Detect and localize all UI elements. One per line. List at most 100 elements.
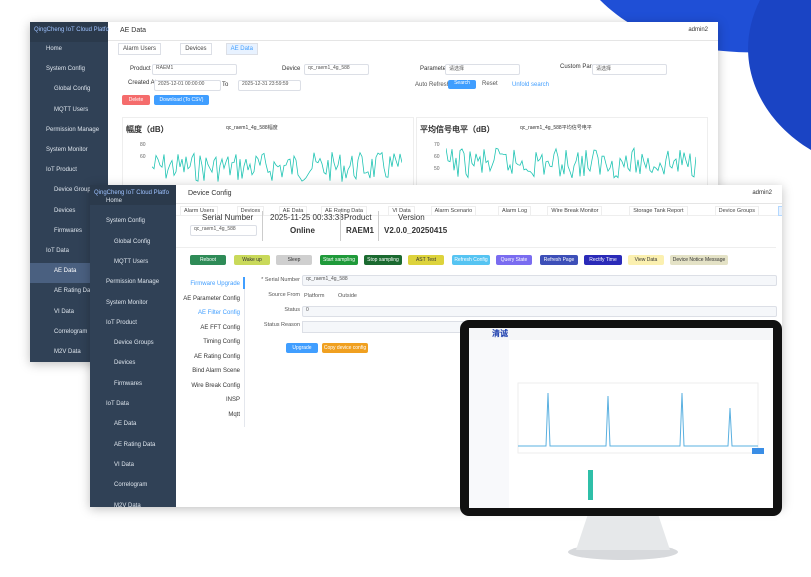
menu-item[interactable]: VI Data bbox=[114, 461, 135, 468]
radio-option[interactable]: Outside bbox=[338, 293, 357, 299]
form-label: Status bbox=[284, 307, 300, 313]
menu-item[interactable]: System Monitor bbox=[106, 299, 148, 306]
menu-item[interactable]: Firmwares bbox=[114, 380, 142, 387]
menu-item[interactable]: M2V Data bbox=[54, 349, 81, 355]
tabbar-line bbox=[176, 215, 782, 216]
action-button[interactable]: Wake up bbox=[234, 255, 270, 265]
action-button[interactable]: AST Test bbox=[408, 255, 444, 265]
menu-item[interactable]: VI Data bbox=[54, 308, 75, 315]
config-tab[interactable]: Mqtt bbox=[228, 411, 240, 418]
menu-item[interactable]: Correlogram bbox=[114, 482, 148, 489]
menu-item[interactable]: Device Groups bbox=[54, 187, 94, 194]
brand: QingCheng IoT Cloud Platfo bbox=[34, 27, 109, 33]
menu-item[interactable]: System Monitor bbox=[46, 147, 88, 153]
menu-item[interactable]: IoT Product bbox=[106, 319, 137, 326]
menu-item[interactable]: AE Rating Data bbox=[54, 288, 96, 295]
tab[interactable]: Devices bbox=[236, 206, 265, 216]
filter-input[interactable]: RAEM1 bbox=[152, 64, 237, 75]
tab[interactable]: Alarm Users bbox=[180, 206, 219, 216]
menu-item[interactable]: IoT Product bbox=[46, 167, 77, 174]
tab[interactable]: AE Data bbox=[278, 206, 308, 216]
serial-select[interactable]: qc_raem1_4g_588 bbox=[190, 225, 257, 236]
menu-item[interactable]: MQTT Users bbox=[114, 258, 149, 265]
reset-button[interactable]: Reset bbox=[482, 81, 498, 87]
form-input[interactable]: 0 bbox=[302, 306, 777, 317]
user[interactable]: admin2 bbox=[688, 27, 708, 33]
config-tab[interactable]: Wire Break Config bbox=[191, 382, 240, 389]
filter-label: Product bbox=[130, 66, 151, 72]
y-tick-label: 60 bbox=[140, 154, 146, 160]
menu-item[interactable]: Permission Manage bbox=[106, 279, 160, 286]
action-button[interactable]: Start sampling bbox=[320, 255, 358, 265]
menu-item[interactable]: System Config bbox=[106, 218, 146, 225]
menu-item[interactable]: Permission Manage bbox=[46, 126, 100, 133]
download-button[interactable]: Download (To CSV) bbox=[154, 95, 209, 105]
menu-item[interactable]: Devices bbox=[114, 360, 136, 367]
search-button[interactable]: Search bbox=[448, 80, 476, 89]
tab[interactable]: AE Rating Data bbox=[321, 206, 367, 216]
tab[interactable]: Storage Tank Report bbox=[629, 206, 688, 216]
filter-input[interactable]: 2025-12-01 00:00:00 bbox=[154, 80, 221, 91]
config-tab[interactable]: Firmware Upgrade bbox=[190, 281, 240, 287]
filter-input[interactable]: 请选择 bbox=[445, 64, 520, 75]
tab[interactable]: Alarm Users bbox=[118, 43, 162, 55]
config-tab[interactable]: AE FFT Config bbox=[200, 324, 240, 331]
checkbox-label[interactable]: Auto Refresh bbox=[415, 82, 451, 88]
config-tab[interactable]: INSP bbox=[225, 397, 240, 403]
tab[interactable]: Device Config bbox=[778, 206, 782, 216]
chart-signal bbox=[446, 146, 696, 179]
action-button[interactable]: Query State bbox=[496, 255, 532, 265]
tab[interactable]: Devices bbox=[180, 43, 212, 55]
config-tab[interactable]: Bind Alarm Scene bbox=[192, 368, 240, 374]
action-button[interactable]: Reboot bbox=[190, 255, 226, 265]
form-label: Source From bbox=[268, 292, 300, 298]
action-button[interactable]: Refresh Page bbox=[540, 255, 578, 265]
filter-input[interactable]: 请选择 bbox=[592, 64, 667, 75]
menu-item[interactable]: IoT Data bbox=[46, 248, 69, 254]
menu-item[interactable]: Firmwares bbox=[54, 227, 82, 234]
menu-item[interactable]: Home bbox=[46, 46, 63, 52]
menu-item[interactable]: Device Groups bbox=[114, 340, 154, 347]
menu-item[interactable]: Devices bbox=[54, 207, 76, 214]
action-button[interactable]: Rectify Time bbox=[584, 255, 622, 265]
menu-item[interactable]: M2V Data bbox=[114, 502, 141, 508]
y-tick-label: 60 bbox=[434, 154, 440, 160]
tab[interactable]: Alarm Scenario bbox=[430, 206, 477, 216]
upgrade-button[interactable]: Upgrade bbox=[286, 343, 318, 353]
menu-item[interactable]: AE Data bbox=[54, 268, 77, 275]
menu-item[interactable]: AE Rating Data bbox=[114, 441, 156, 448]
menu-item[interactable]: Correlogram bbox=[54, 328, 88, 335]
menu-item[interactable]: AE Data bbox=[114, 421, 137, 428]
form-input[interactable]: qc_raem1_4g_588 bbox=[302, 275, 777, 286]
config-tab[interactable]: AE Rating Config bbox=[193, 353, 240, 360]
radio-option[interactable]: Platform bbox=[304, 293, 325, 299]
tab[interactable]: VI Data bbox=[388, 206, 415, 216]
menu-item[interactable]: Global Config bbox=[54, 86, 91, 93]
unfold-link[interactable]: Unfold search bbox=[512, 82, 550, 88]
action-button[interactable]: Stop sampling bbox=[364, 255, 402, 265]
config-tab[interactable]: Timing Config bbox=[203, 339, 240, 345]
action-button[interactable]: Sleep bbox=[276, 255, 312, 265]
menu-item[interactable]: System Config bbox=[46, 66, 86, 73]
config-tab[interactable]: AE Parameter Config bbox=[183, 295, 240, 302]
menu-item[interactable]: Global Config bbox=[114, 238, 151, 245]
menu-item[interactable]: Home bbox=[106, 198, 123, 204]
tab[interactable]: Device Groups bbox=[714, 206, 759, 216]
action-button[interactable]: View Data bbox=[628, 255, 664, 265]
action-button[interactable]: Device Notice Message bbox=[670, 255, 728, 265]
action-button[interactable]: Refresh Config bbox=[452, 255, 490, 265]
filter-input[interactable]: qc_raem1_4g_588 bbox=[304, 64, 369, 75]
filter-input[interactable]: 2025-12-31 23:59:59 bbox=[238, 80, 301, 91]
brand-bar bbox=[90, 185, 176, 205]
copy-button[interactable]: Copy device config bbox=[322, 343, 368, 353]
config-tab[interactable]: AE Filter Config bbox=[197, 310, 240, 316]
info-divider bbox=[378, 211, 379, 241]
menu-item[interactable]: MQTT Users bbox=[54, 106, 89, 113]
tab[interactable]: Wire Break Monitor bbox=[547, 206, 603, 216]
menu-item[interactable]: IoT Data bbox=[106, 401, 129, 407]
delete-button[interactable]: Delete bbox=[122, 95, 150, 105]
user[interactable]: admin2 bbox=[752, 190, 772, 196]
tab[interactable]: AE Data bbox=[225, 43, 258, 55]
tab[interactable]: Alarm Log bbox=[498, 206, 532, 216]
